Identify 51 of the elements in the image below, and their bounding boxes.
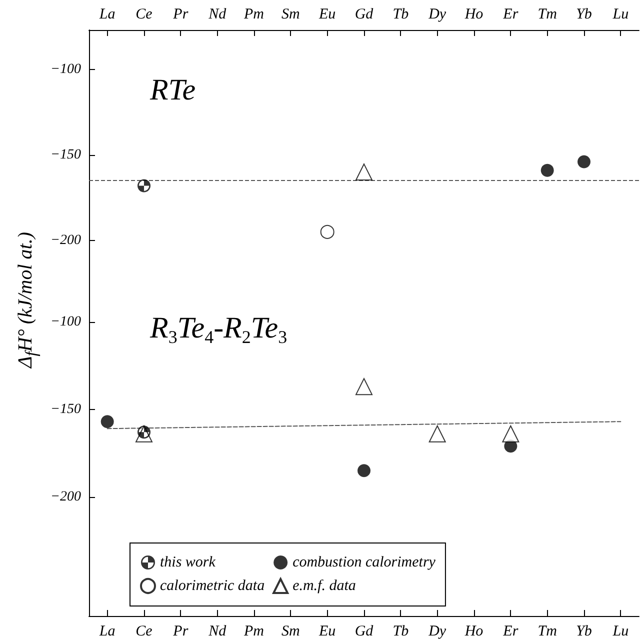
x-tick-label: Sm: [281, 624, 300, 640]
x-tick-label: Nd: [208, 6, 227, 22]
x-tick-label: Tb: [392, 624, 410, 640]
legend-label: e.m.f. data: [292, 578, 356, 594]
x-tick-label: Yb: [576, 6, 592, 22]
x-tick-label: Ce: [136, 6, 153, 22]
x-tick-label: La: [98, 6, 116, 22]
x-tick-label: Ho: [464, 6, 484, 22]
point: [100, 415, 114, 428]
point: [428, 425, 446, 442]
y-tick-label: −200: [50, 489, 81, 504]
x-tick-label: Pr: [172, 6, 188, 22]
text: RTe: [149, 74, 196, 106]
x-tick-label: Er: [502, 6, 518, 22]
y-tick-label: −150: [50, 147, 81, 162]
y-tick-label: −100: [50, 314, 81, 330]
legend-label: this work: [160, 554, 216, 570]
x-tick-label: La: [98, 624, 116, 640]
point: [356, 378, 372, 396]
x-tick-label: Pm: [243, 6, 264, 22]
point: [356, 164, 372, 181]
x-tick-label: Gd: [354, 624, 374, 640]
x-tick-label: Eu: [318, 624, 336, 640]
x-tick-label: Ho: [464, 624, 484, 640]
point: [578, 155, 590, 168]
x-tick-label: Sm: [281, 6, 300, 22]
point: [138, 179, 150, 192]
x-tick-label: Nd: [208, 624, 227, 640]
x-tick-label: Tb: [392, 6, 410, 22]
point: [320, 224, 334, 239]
point: [502, 425, 520, 442]
y-tick-label: −100: [50, 62, 81, 77]
x-tick-label: Er: [502, 624, 518, 640]
x-tick-label: Tm: [538, 6, 558, 22]
legend-label: combustion calorimetry: [292, 554, 436, 570]
x-tick-label: Dy: [428, 624, 446, 640]
x-tick-label: Lu: [612, 6, 629, 22]
x-tick-label: Yb: [576, 624, 592, 640]
x-tick-label: Lu: [612, 624, 629, 640]
legend-label: calorimetric data: [160, 578, 265, 594]
x-tick-label: Pm: [243, 624, 264, 640]
x-tick-label: Gd: [354, 6, 374, 22]
x-tick-label: Ce: [136, 624, 153, 640]
x-tick-label: Dy: [428, 6, 446, 22]
y-tick-label: −200: [50, 233, 81, 248]
x-tick-label: Eu: [318, 6, 336, 22]
x-tick-label: Pr: [172, 624, 188, 640]
point: [358, 464, 370, 478]
point: [540, 164, 554, 177]
x-tick-label: Tm: [538, 624, 558, 640]
y-tick-label: −150: [50, 402, 81, 417]
